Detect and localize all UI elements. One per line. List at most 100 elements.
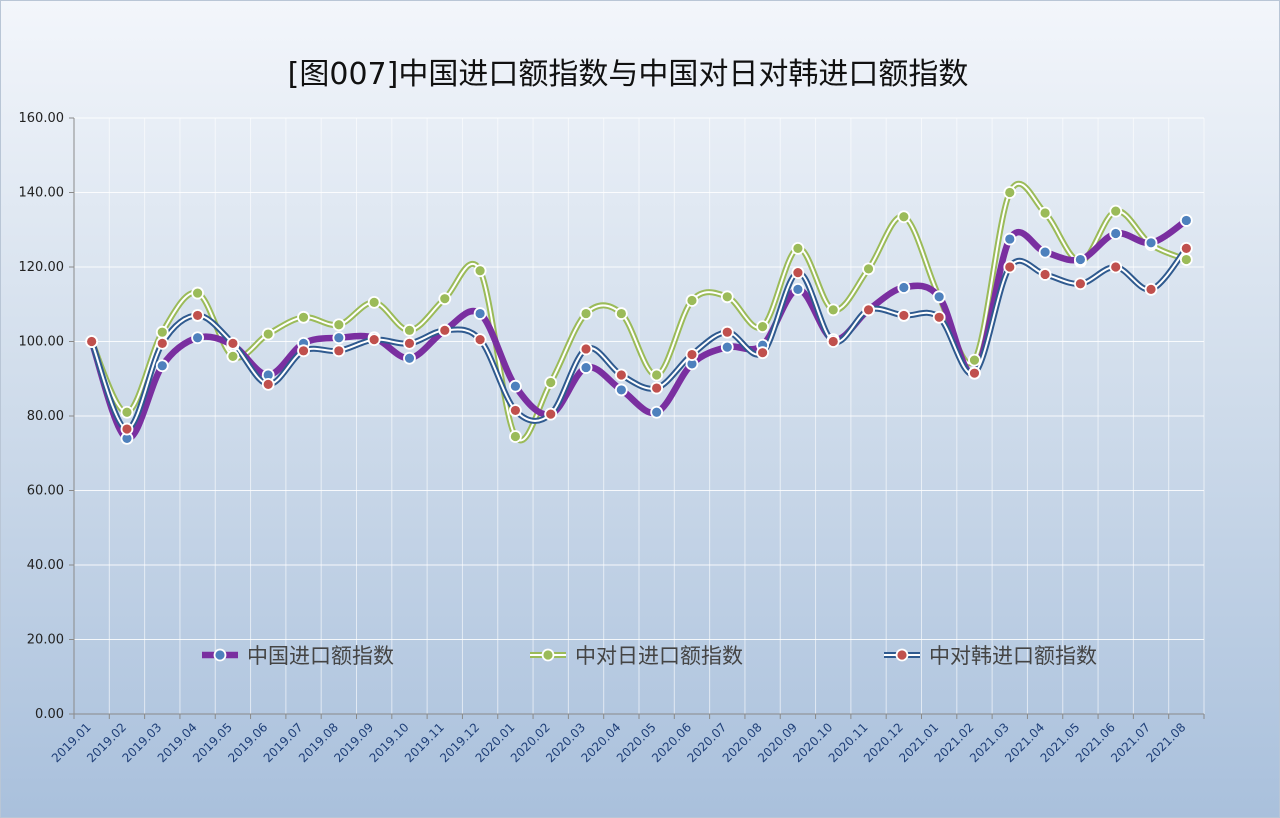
data-point-s2: [438, 292, 452, 306]
data-point-s3: [544, 407, 558, 421]
data-point-s3: [1179, 241, 1193, 255]
data-point-s3: [155, 336, 169, 350]
data-point-s3: [1038, 268, 1052, 281]
chart-title: [图007]中国进口额指数与中国对日对韩进口额指数: [288, 57, 969, 92]
data-point-s3: [85, 335, 99, 348]
y-tick-label: 80.00: [27, 409, 64, 424]
data-point-s1: [1038, 245, 1052, 259]
data-point-s2: [897, 210, 911, 224]
data-point-s3: [968, 366, 981, 380]
data-point-s2: [332, 318, 346, 332]
data-point-s2: [226, 349, 240, 363]
data-point-s3: [297, 344, 310, 358]
data-point-s2: [685, 294, 699, 307]
y-tick-label: 40.00: [27, 558, 64, 573]
data-point-s2: [261, 327, 275, 341]
data-point-s3: [791, 266, 805, 279]
legend-swatch-marker: [213, 648, 227, 662]
data-point-s2: [968, 353, 981, 367]
data-point-s1: [1144, 236, 1158, 250]
data-point-s1: [509, 379, 522, 393]
y-tick-label: 120.00: [19, 260, 65, 275]
data-point-s3: [897, 309, 911, 322]
data-point-s2: [579, 307, 593, 320]
y-tick-label: 0.00: [35, 707, 64, 722]
y-tick-label: 20.00: [27, 633, 64, 648]
data-point-s3: [403, 336, 416, 350]
legend-label: 中对日进口额指数: [575, 644, 743, 668]
data-point-s3: [120, 422, 134, 436]
data-point-s2: [720, 290, 734, 304]
data-point-s3: [191, 309, 204, 322]
legend-label: 中对韩进口额指数: [929, 644, 1097, 668]
data-point-s3: [1109, 260, 1123, 274]
legend-item-2: 中对日进口额指数: [530, 644, 743, 668]
data-point-s3: [509, 404, 522, 417]
data-point-s2: [120, 405, 134, 419]
data-point-s3: [261, 377, 275, 391]
y-tick-label: 100.00: [19, 335, 65, 350]
data-point-s2: [544, 376, 558, 389]
data-point-s3: [367, 333, 381, 347]
data-point-s1: [650, 405, 664, 419]
data-point-s3: [685, 348, 699, 361]
data-point-s3: [226, 336, 240, 350]
data-point-s2: [473, 264, 487, 278]
y-tick-label: 140.00: [19, 186, 65, 201]
data-point-s1: [897, 281, 911, 294]
data-point-s2: [1179, 253, 1193, 266]
data-point-s2: [297, 310, 310, 324]
data-point-s2: [1038, 206, 1052, 220]
data-point-s3: [1144, 282, 1158, 296]
data-point-s3: [332, 344, 346, 358]
data-point-s3: [614, 368, 628, 382]
data-point-s3: [1003, 260, 1017, 274]
legend-swatch-marker: [895, 648, 909, 662]
data-point-s1: [932, 290, 946, 304]
data-point-s2: [826, 303, 840, 317]
data-point-s2: [403, 323, 416, 337]
data-point-s1: [191, 331, 204, 345]
y-tick-label: 160.00: [19, 111, 65, 126]
series-path-inner: [90, 182, 1187, 442]
data-point-s3: [932, 310, 946, 324]
data-point-s1: [791, 282, 805, 296]
y-axis-tick-labels: 0.00 20.00 40.00 60.00 80.00 100.00 120.00 140.…: [19, 111, 65, 722]
data-point-s2: [155, 325, 169, 339]
data-point-s1: [1179, 214, 1193, 227]
data-point-s3: [720, 325, 734, 339]
legend-label: 中国进口额指数: [247, 644, 394, 668]
data-point-s3: [438, 323, 452, 337]
data-point-s1: [155, 359, 169, 373]
data-point-s3: [473, 333, 487, 347]
data-point-s2: [1109, 204, 1123, 218]
data-point-s2: [1003, 186, 1017, 199]
data-point-s2: [367, 295, 381, 309]
legend-swatch-marker: [541, 648, 555, 662]
data-point-s1: [1074, 253, 1087, 266]
data-point-s1: [579, 361, 593, 374]
data-point-s3: [579, 342, 593, 356]
data-point-s1: [403, 351, 416, 365]
data-point-s2: [862, 262, 875, 276]
legend-item-3: 中对韩进口额指数: [884, 644, 1097, 668]
data-point-s2: [650, 368, 664, 382]
data-point-s2: [509, 430, 522, 443]
data-point-s2: [756, 320, 769, 334]
legend: 中国进口额指数 中对日进口额指数 中对韩进口额指数: [202, 644, 1097, 668]
data-point-s1: [473, 307, 487, 320]
series-line-2: [88, 180, 1188, 444]
data-point-s1: [720, 340, 734, 354]
data-point-s2: [191, 286, 204, 300]
data-point-s3: [756, 346, 769, 360]
data-point-s3: [826, 335, 840, 348]
data-point-s1: [332, 331, 346, 345]
series-markers: [85, 186, 1193, 445]
data-point-s2: [614, 307, 628, 320]
data-point-s3: [1074, 277, 1087, 291]
y-tick-label: 60.00: [27, 484, 64, 499]
legend-item-1: 中国进口额指数: [202, 644, 394, 668]
data-point-s1: [1003, 232, 1017, 246]
